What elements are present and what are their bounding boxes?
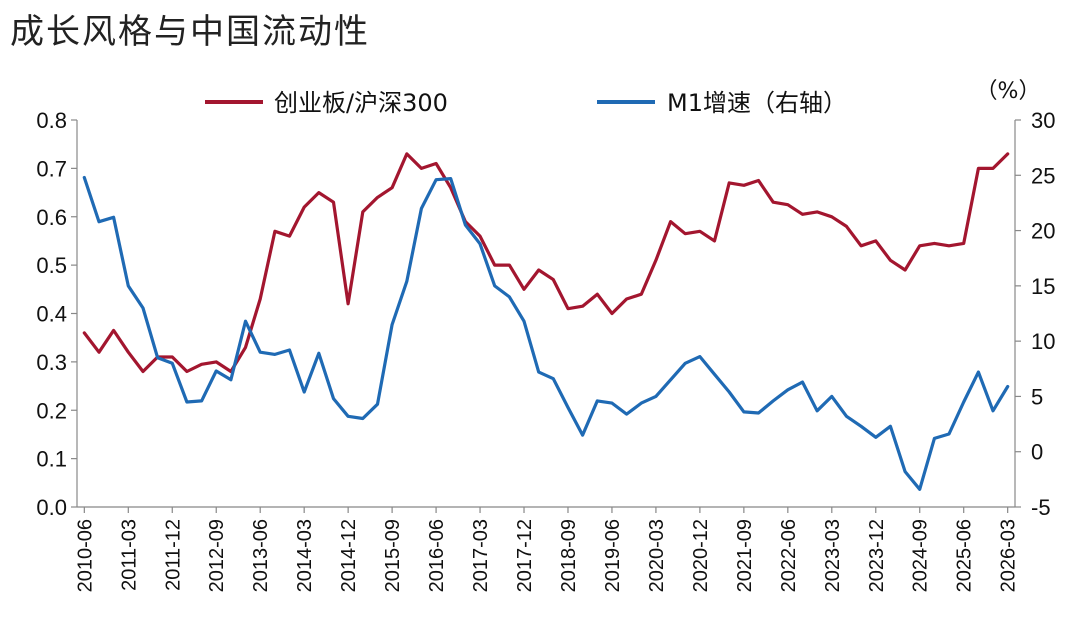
y-left-tick-label: 0.7 (36, 156, 67, 181)
y-left-tick-label: 0.1 (36, 447, 67, 472)
x-tick-label: 2011-03 (118, 519, 140, 591)
y-right-tick-label: -5 (1031, 495, 1051, 520)
y-left-tick-label: 0.0 (36, 495, 67, 520)
y-left-tick-label: 0.4 (36, 302, 67, 327)
x-tick-label: 2014-03 (294, 519, 316, 592)
x-tick-label: 2024-09 (910, 519, 932, 592)
chart-title: 成长风格与中国流动性 (10, 12, 370, 52)
x-tick-label: 2017-03 (470, 519, 492, 592)
y-right-tick-label: 5 (1031, 384, 1043, 409)
y-right-tick-label: 30 (1031, 108, 1055, 133)
x-tick-label: 2023-03 (822, 519, 844, 592)
legend-label: 创业板/沪深300 (274, 89, 448, 117)
y-left-tick-label: 0.2 (36, 398, 67, 423)
y-right-tick-label: 25 (1031, 163, 1055, 188)
y-left-tick-label: 0.6 (36, 205, 67, 230)
x-tick-label: 2023-12 (866, 519, 888, 592)
x-tick-label: 2025-06 (954, 519, 976, 592)
x-tick-label: 2017-12 (514, 519, 536, 592)
legend-label: M1增速（右轴） (667, 89, 847, 117)
series-layer (82, 152, 1010, 491)
axes: 0.0 0.1 0.2 0.3 0.4 0.5 0.6 0.7 0.8 -5 0 5 10 15 20 25 3… (36, 79, 1055, 592)
x-tick-label: 2022-06 (778, 519, 800, 592)
x-tick-label: 2015-09 (382, 519, 404, 592)
legend: 创业板/沪深300 M1增速（右轴） (205, 89, 847, 117)
x-tick-label: 2026-03 (998, 519, 1020, 592)
x-tick-label: 2020-12 (690, 519, 712, 592)
x-tick-label: 2020-03 (646, 519, 668, 592)
x-tick-label: 2019-06 (602, 519, 624, 592)
y-left-tick-label: 0.5 (36, 253, 67, 278)
y-right-tick-label: 10 (1031, 329, 1055, 354)
y-right-tick-label: 0 (1031, 440, 1043, 465)
x-tick-label: 2016-06 (426, 519, 448, 592)
y-right-unit-label: （%） (976, 79, 1041, 104)
series-line-m1-growth (82, 175, 1010, 491)
x-tick-label: 2014-12 (338, 519, 360, 592)
x-tick-label: 2021-09 (734, 519, 756, 592)
y-left-tick-label: 0.3 (36, 350, 67, 375)
series-line-chinext-hs300-ratio (82, 152, 1010, 374)
y-right-tick-label: 20 (1031, 219, 1055, 244)
y-right-tick-label: 15 (1031, 274, 1055, 299)
x-tick-label: 2013-06 (250, 519, 272, 592)
y-left-tick-label: 0.8 (36, 108, 67, 133)
x-tick-label: 2018-09 (558, 519, 580, 592)
x-tick-label: 2012-09 (206, 519, 228, 592)
x-tick-label: 2011-12 (162, 519, 184, 591)
x-tick-label: 2010-06 (74, 519, 96, 592)
